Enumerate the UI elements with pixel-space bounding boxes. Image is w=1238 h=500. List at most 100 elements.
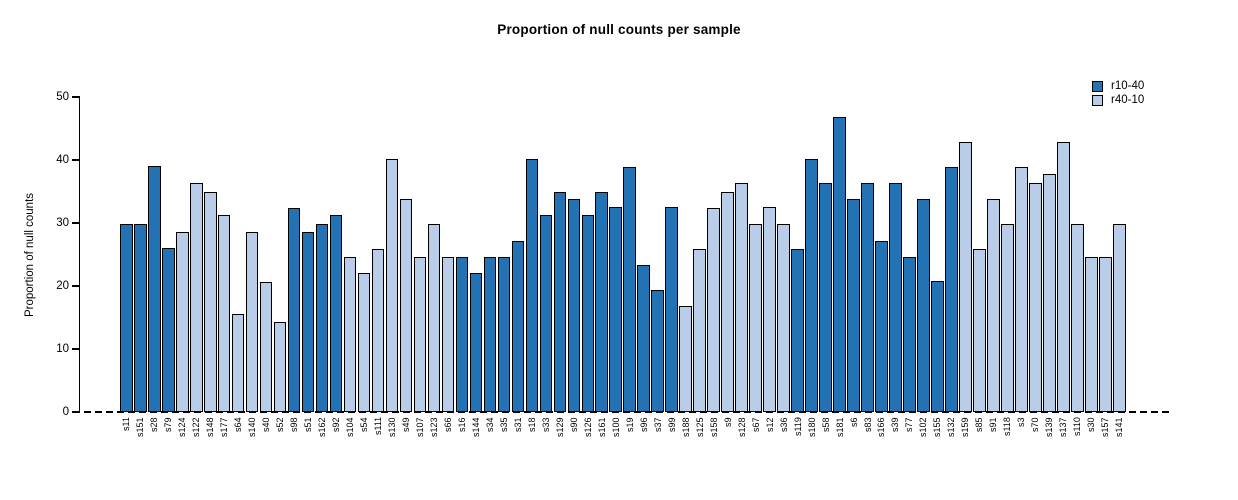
x-tick-label-s19: s19	[624, 417, 635, 432]
x-tick-label-s79: s79	[163, 417, 174, 432]
bar-s99	[665, 207, 678, 412]
x-tick-label-s128: s128	[736, 417, 747, 437]
bar-s107	[413, 257, 427, 412]
x-tick-label-s132: s132	[946, 417, 957, 437]
x-tick-label-s31: s31	[512, 417, 523, 432]
x-tick-label-s92: s92	[331, 417, 342, 432]
legend-swatch-r40-10	[1092, 94, 1103, 106]
x-tick-label-s180: s180	[806, 417, 817, 437]
y-tick-label: 10	[56, 342, 69, 355]
bar-s36	[777, 224, 790, 412]
bar-s51	[301, 232, 315, 412]
x-tick-label-s110: s110	[1072, 417, 1083, 436]
x-tick-label-s118: s118	[1002, 417, 1013, 436]
bar-s139	[1043, 174, 1056, 412]
bar-s31	[511, 240, 525, 412]
x-tick-label-s98: s98	[289, 417, 300, 432]
legend-label-r10-40: r10-40	[1111, 80, 1145, 92]
x-tick-label-s107: s107	[414, 417, 425, 437]
bar-s130	[385, 158, 399, 412]
bar-s123	[427, 224, 441, 412]
bar-s39	[889, 182, 902, 412]
bar-s181	[833, 117, 846, 412]
bar-s141	[1112, 224, 1126, 412]
bar-s96	[637, 265, 651, 412]
y-axis-label: Proportion of null counts	[24, 192, 36, 318]
x-tick-label-s188: s188	[680, 417, 691, 437]
bar-s67	[749, 224, 762, 412]
bar-s30	[1084, 257, 1098, 412]
x-tick-label-s49: s49	[401, 417, 411, 432]
x-tick-label-s140: s140	[247, 417, 258, 437]
y-tick-label: 20	[56, 279, 69, 292]
x-tick-label-s70: s70	[1030, 417, 1041, 432]
x-tick-label-s99: s99	[666, 417, 677, 432]
x-tick-label-s77: s77	[904, 417, 915, 432]
x-tick-label-s11: s11	[121, 417, 132, 431]
bar-s16	[455, 257, 469, 412]
bar-s3	[1015, 166, 1028, 412]
bar-s52	[273, 321, 287, 412]
legend-label-r40-10: r40-10	[1111, 94, 1145, 106]
x-tick-label-s3: s3	[1016, 417, 1027, 427]
bar-s66	[441, 257, 455, 412]
x-tick-label-s162: s162	[317, 417, 328, 437]
bar-s159	[959, 141, 972, 412]
x-tick-label-s37: s37	[652, 417, 663, 432]
bar-s137	[1056, 141, 1070, 412]
bar-s157	[1098, 257, 1112, 412]
x-tick-label-s36: s36	[778, 417, 789, 432]
bar-s129	[553, 191, 567, 412]
bar-s151	[133, 224, 147, 412]
x-tick-label-s148: s148	[205, 417, 216, 437]
bar-s77	[903, 257, 916, 412]
bar-s49	[399, 199, 413, 412]
y-tick-label: 40	[56, 153, 69, 166]
bar-s6	[847, 199, 860, 412]
bar-s11	[120, 224, 133, 412]
x-tick-label-s155: s155	[932, 417, 943, 437]
x-tick-label-s18: s18	[526, 417, 537, 432]
bar-s79	[161, 248, 175, 412]
x-tick-label-s104: s104	[345, 417, 356, 437]
x-tick-label-s85: s85	[974, 417, 985, 432]
bar-s140	[245, 232, 259, 412]
x-tick-label-s90: s90	[568, 417, 579, 432]
x-tick-label-s83: s83	[862, 417, 873, 432]
y-tick-mark	[72, 96, 79, 98]
x-tick-label-s125: s125	[694, 417, 705, 437]
x-tick-label-s144: s144	[470, 417, 481, 437]
bar-s111	[371, 248, 385, 412]
x-tick-label-s39: s39	[890, 417, 901, 432]
x-tick-label-s166: s166	[876, 417, 887, 437]
legend: r10-40 r40-10	[1092, 79, 1144, 107]
x-tick-label-s122: s122	[191, 417, 202, 437]
bar-s28	[147, 166, 161, 412]
bar-s102	[917, 199, 930, 412]
x-tick-label-s100: s100	[610, 417, 621, 437]
y-tick-mark	[72, 285, 79, 287]
bar-s128	[735, 182, 748, 412]
x-tick-label-s51: s51	[303, 417, 314, 432]
x-tick-label-s58: s58	[820, 417, 831, 432]
bar-s85	[973, 248, 986, 412]
x-tick-label-s151: s151	[135, 417, 146, 437]
x-tick-label-s181: s181	[834, 417, 845, 437]
bar-s34	[483, 257, 497, 412]
x-tick-label-s139: s139	[1044, 417, 1055, 437]
x-tick-label-s67: s67	[750, 417, 761, 432]
y-axis-line	[79, 96, 81, 413]
x-tick-label-s96: s96	[638, 417, 649, 432]
x-tick-label-s34: s34	[484, 417, 495, 432]
bar-s9	[721, 191, 734, 412]
bar-s19	[623, 166, 637, 412]
x-tick-label-s119: s119	[792, 417, 803, 436]
x-tick-label-s91: s91	[988, 417, 999, 432]
x-tick-label-s12: s12	[764, 417, 775, 432]
bar-s125	[693, 248, 706, 412]
x-tick-label-s126: s126	[582, 417, 593, 437]
y-tick-mark	[72, 159, 79, 161]
x-tick-label-s123: s123	[428, 417, 439, 437]
bar-s144	[469, 272, 483, 412]
y-tick-mark	[72, 348, 79, 350]
